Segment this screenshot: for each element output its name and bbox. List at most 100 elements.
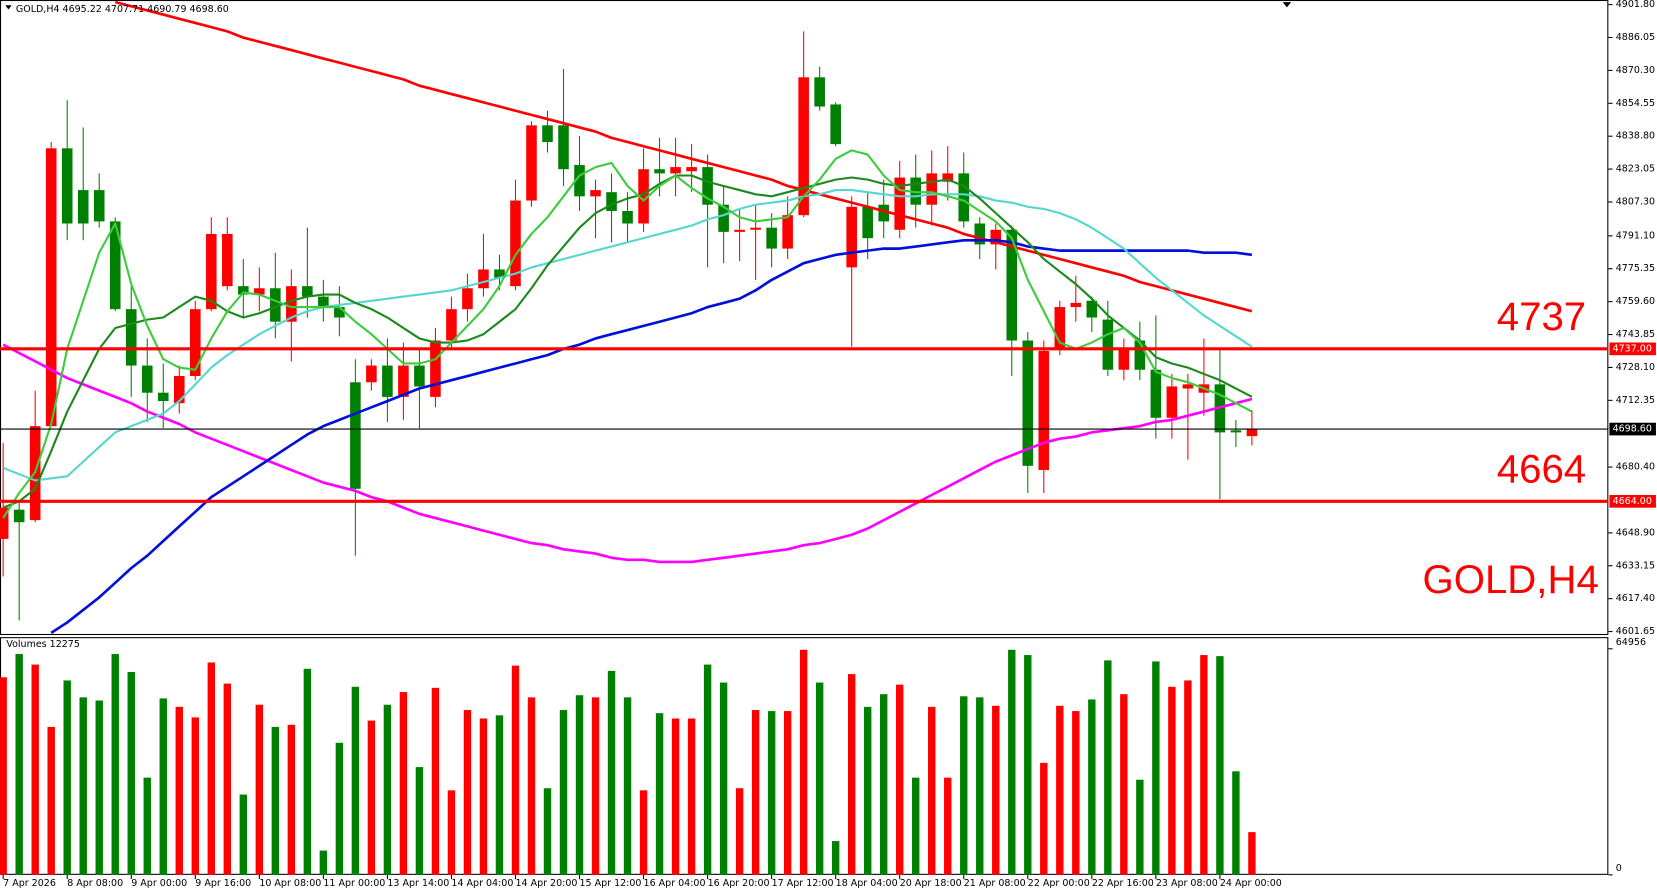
candle-body — [254, 288, 265, 295]
candle-body — [686, 167, 697, 172]
volume-bar — [896, 684, 904, 875]
volume-bar — [95, 700, 103, 875]
x-tick-label: 21 Apr 08:00 — [964, 878, 1026, 889]
level-label-box — [1609, 494, 1656, 508]
candle-body — [558, 125, 569, 170]
x-tick-label: 14 Apr 04:00 — [451, 878, 513, 889]
volume-bar — [255, 704, 264, 875]
volume-bar — [463, 710, 472, 875]
volume-bar — [671, 718, 680, 875]
candle-body — [1006, 229, 1018, 341]
volume-bar — [1024, 655, 1032, 875]
x-tick-label: 15 Apr 12:00 — [580, 878, 642, 889]
volume-bar — [63, 680, 71, 875]
candle-body — [654, 169, 665, 174]
volume-bar — [191, 717, 199, 875]
volume-bar — [735, 788, 744, 875]
chart-header: GOLD,H4 4695.22 4707.71 4690.79 4698.60 — [16, 4, 229, 15]
candle-body — [1246, 429, 1258, 437]
volume-bar — [655, 713, 664, 875]
candle-body — [958, 173, 970, 222]
volume-area — [0, 649, 1256, 875]
volume-tick-label: 64956 — [1616, 637, 1646, 648]
candle-body — [414, 365, 425, 387]
volume-bar — [960, 696, 968, 875]
volume-bar — [928, 706, 936, 875]
candle-body — [830, 104, 841, 145]
volume-bar — [207, 662, 215, 875]
volume-bar — [607, 670, 616, 875]
x-tick-label: 14 Apr 20:00 — [515, 878, 577, 889]
level-annotation: 4664 — [1497, 446, 1586, 491]
volume-bar — [1168, 686, 1176, 875]
price-axis-label: 4698.60 — [1613, 424, 1652, 435]
volume-bar — [1040, 762, 1048, 875]
candle-body — [926, 173, 938, 205]
volume-bar — [271, 726, 280, 875]
volume-bar — [47, 726, 55, 875]
candle-body — [1118, 348, 1130, 370]
x-tick-label: 22 Apr 00:00 — [1028, 878, 1090, 889]
candle-body — [446, 309, 457, 341]
candle-body — [526, 125, 537, 201]
volume-bar — [719, 682, 728, 875]
x-tick-label: 8 Apr 08:00 — [67, 878, 123, 889]
x-tick-label: 13 Apr 14:00 — [387, 878, 449, 889]
candle-body — [222, 233, 233, 287]
candle-body — [718, 204, 729, 232]
x-tick-label: 9 Apr 16:00 — [195, 878, 251, 889]
volume-bar — [1008, 649, 1016, 875]
volume-title: Volumes 12275 — [6, 639, 80, 650]
volume-bar — [703, 664, 712, 875]
volume-bar — [831, 841, 840, 875]
volume-bar — [111, 654, 119, 875]
volume-bar — [527, 697, 536, 875]
volume-bar — [591, 697, 600, 875]
shift-marker — [1282, 2, 1292, 8]
volume-bar — [303, 668, 312, 875]
volume-bar — [367, 720, 376, 875]
volume-bar — [415, 767, 424, 875]
volume-bar — [1248, 832, 1256, 875]
moving-average — [2, 343, 1253, 564]
level-axis-label: 4737.00 — [1613, 343, 1652, 354]
volume-bar — [351, 686, 360, 875]
y-tick-label: 4807.30 — [1616, 196, 1655, 207]
volume-bar — [976, 697, 984, 875]
y-tick-label: 4775.35 — [1616, 263, 1655, 274]
y-tick-label: 4728.10 — [1616, 362, 1655, 373]
y-tick-label: 4854.55 — [1616, 98, 1655, 109]
y-tick-label: 4743.85 — [1616, 329, 1655, 340]
candle-body — [622, 210, 633, 224]
volume-bar — [0, 677, 7, 875]
volume-bar — [15, 654, 23, 875]
volume-bar — [1216, 656, 1224, 875]
menu-triangle — [5, 5, 12, 10]
candle-body — [45, 148, 57, 427]
volume-bar — [335, 742, 344, 875]
volume-bar — [847, 674, 856, 875]
x-tick-label: 16 Apr 04:00 — [644, 878, 706, 889]
candle-body — [638, 169, 649, 224]
candle-body — [61, 148, 73, 224]
candle-body — [1134, 340, 1146, 370]
volume-bar — [495, 715, 504, 875]
candle-body — [0, 507, 9, 539]
x-tick-label: 11 Apr 00:00 — [323, 878, 385, 889]
candle-body — [942, 173, 954, 182]
y-tick-label: 4648.90 — [1616, 527, 1655, 538]
volume-bar — [1232, 771, 1240, 875]
candle-body — [1038, 350, 1050, 470]
candle-body — [782, 215, 793, 249]
moving-average — [2, 174, 1253, 509]
volume-bar — [127, 671, 135, 875]
x-tick-label: 23 Apr 08:00 — [1156, 878, 1218, 889]
volume-bar — [863, 706, 872, 875]
volume-bar — [575, 695, 584, 875]
y-tick-label: 4633.15 — [1616, 560, 1655, 571]
moving-average — [2, 189, 1253, 482]
candle-body — [125, 309, 137, 366]
x-tick-label: 17 Apr 12:00 — [772, 878, 834, 889]
level-annotation: 4737 — [1497, 294, 1586, 339]
